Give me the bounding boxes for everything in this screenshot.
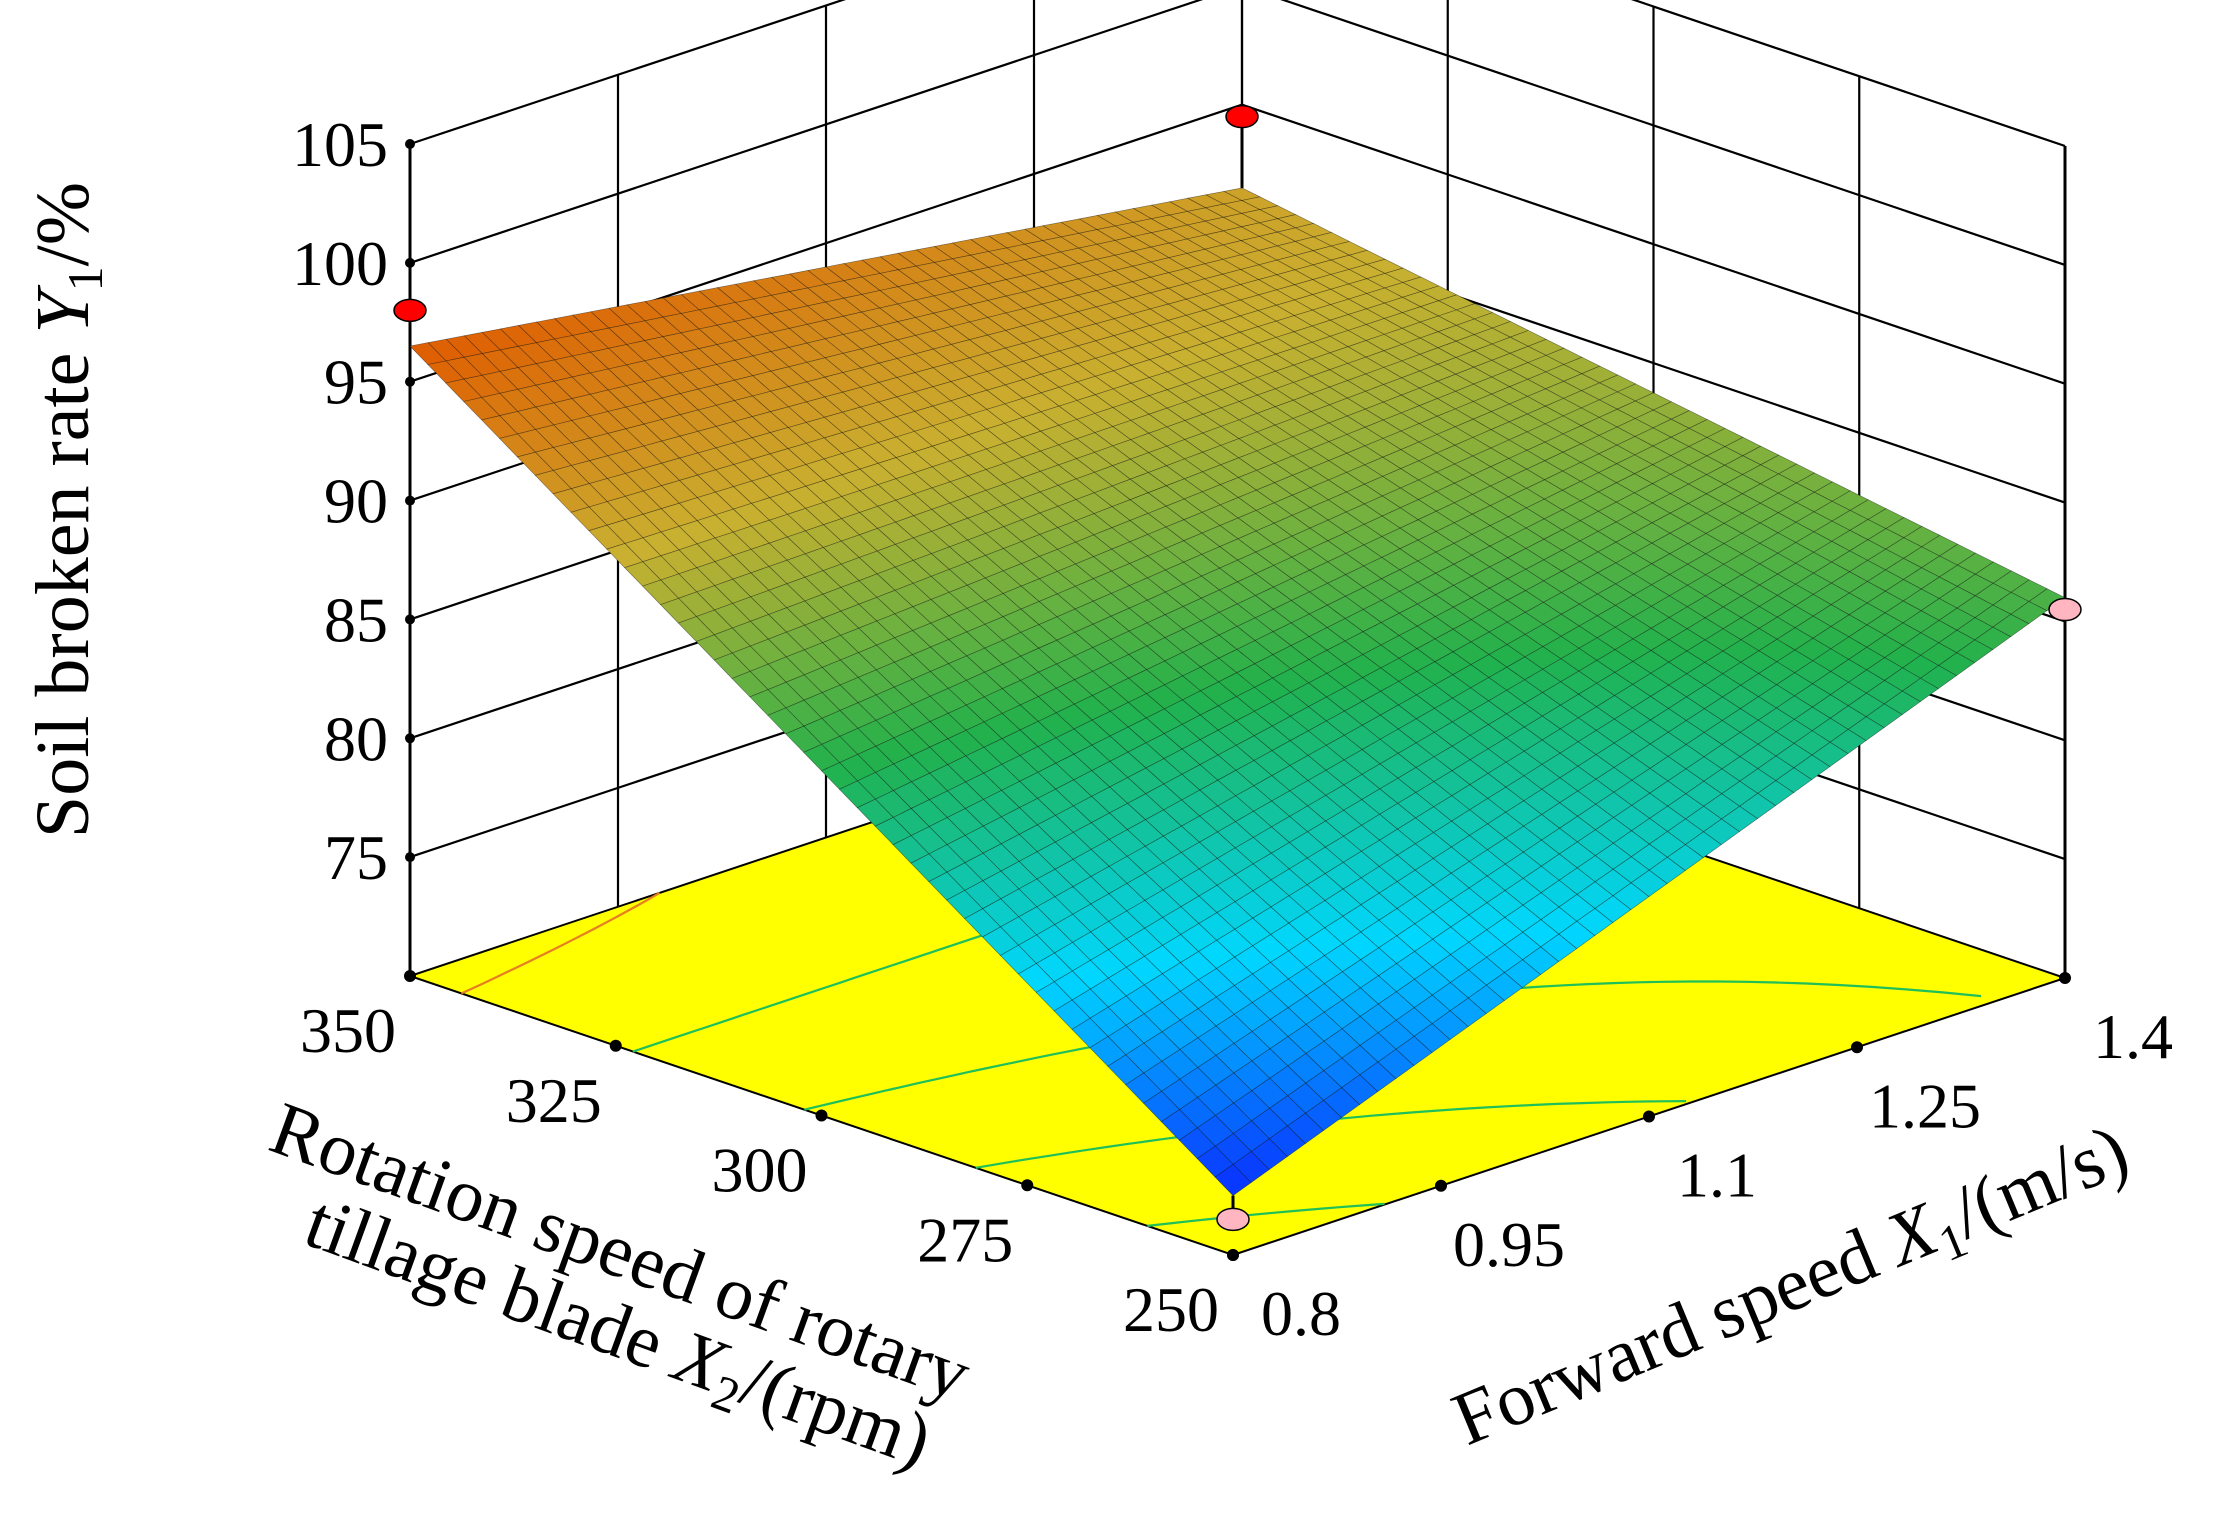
z-tick-dot-6 <box>405 139 415 149</box>
y-tick-label-1: 275 <box>917 1204 1013 1275</box>
z-tick-dot-2 <box>405 614 415 625</box>
design-point-0 <box>393 298 427 323</box>
z-axis-title: Soil broken rate Y1/% <box>21 182 113 838</box>
tick-marks <box>404 139 2071 1261</box>
x-tick-dot-2 <box>1643 1110 1655 1123</box>
y-tick-dot-2 <box>815 1109 828 1122</box>
z-axis-title-prefix: Soil broken rate <box>21 334 105 838</box>
z-tick-dot-4 <box>405 376 415 387</box>
z-tick-label-1: 80 <box>324 703 388 774</box>
design-point-3 <box>1216 1207 1250 1232</box>
z-tick-label-0: 75 <box>324 822 388 893</box>
y-tick-label-0: 250 <box>1123 1274 1219 1345</box>
design-points <box>393 104 2082 1232</box>
z-tick-label-6: 105 <box>292 109 388 180</box>
z-axis-title-var: Y <box>21 284 105 334</box>
y-tick-dot-4 <box>404 970 416 982</box>
x-tick-label-1: 0.95 <box>1453 1209 1565 1280</box>
z-tick-dot-0 <box>405 852 415 863</box>
y-tick-labels: 250 275 300 325 350 <box>300 995 1219 1345</box>
design-point-1 <box>1225 104 1259 129</box>
y-tick-dot-1 <box>1021 1179 1034 1192</box>
floor-contour-0 <box>1147 1202 1385 1227</box>
floor-contour-4 <box>460 891 661 995</box>
y-tick-label-4: 350 <box>300 995 396 1066</box>
x-tick-dot-3 <box>1851 1041 1863 1054</box>
x-tick-label-3: 1.25 <box>1869 1070 1981 1141</box>
z-tick-label-4: 95 <box>324 347 388 418</box>
z-tick-labels: 75 80 85 90 95 100 105 <box>292 109 388 893</box>
z-tick-label-2: 85 <box>324 584 388 655</box>
z-tick-dot-1 <box>405 733 415 744</box>
x-tick-label-2: 1.1 <box>1677 1140 1757 1211</box>
x-tick-labels: 0.8 0.95 1.1 1.25 1.4 <box>1261 1001 2173 1349</box>
y-tick-dot-3 <box>609 1039 622 1052</box>
surface-cell <box>1214 1163 1252 1196</box>
x-axis-title: Forward speed X1/(m/s) <box>1441 1108 2143 1469</box>
z-grid-line-6 <box>409 0 2066 148</box>
x-tick-dot-4 <box>2059 972 2071 984</box>
z-axis-title-sub: 1 <box>57 266 113 291</box>
design-point-2 <box>2048 597 2082 622</box>
response-surface <box>409 187 2066 1196</box>
z-tick-label-3: 90 <box>324 466 388 537</box>
y-tick-dot-0 <box>1227 1249 1239 1261</box>
x-tick-dot-1 <box>1435 1179 1447 1192</box>
z-tick-label-5: 100 <box>292 228 388 299</box>
z-tick-dot-3 <box>405 495 415 506</box>
z-tick-dot-5 <box>405 257 415 268</box>
y-tick-label-2: 300 <box>712 1135 808 1206</box>
x-tick-label-0: 0.8 <box>1261 1278 1341 1349</box>
z-axis-title-suffix: /% <box>21 182 105 266</box>
y-tick-label-3: 325 <box>506 1065 602 1136</box>
x-tick-label-4: 1.4 <box>2093 1001 2173 1072</box>
z-grid-line-5 <box>409 0 2066 266</box>
